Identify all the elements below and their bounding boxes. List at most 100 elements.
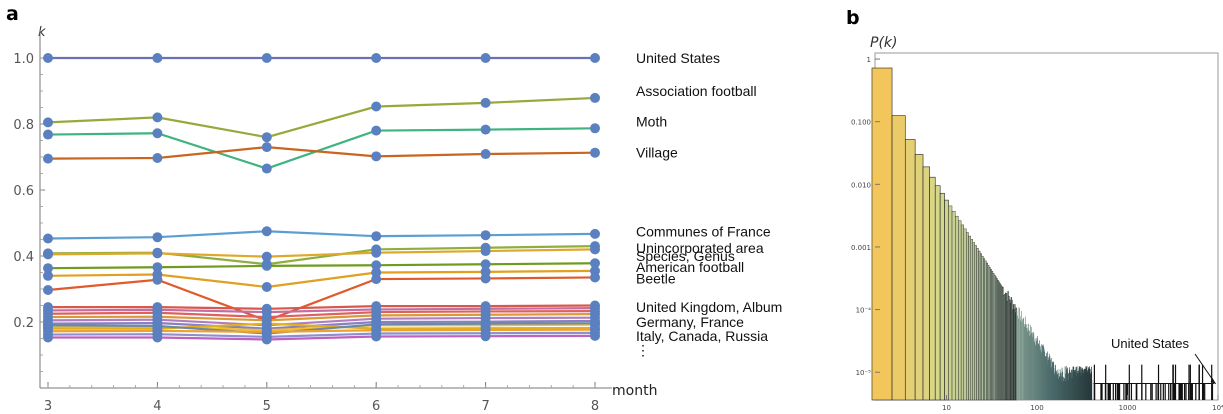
histogram-bar (922, 166, 930, 401)
histogram-bar (1037, 336, 1038, 400)
panel-a-ylabel: k (38, 25, 46, 40)
series-line-14 (47, 316, 596, 327)
histogram-bar (929, 176, 936, 401)
histogram-bar (966, 232, 969, 401)
histogram-bar (1201, 364, 1204, 400)
histogram-bar (986, 262, 988, 401)
series-line-9 (47, 276, 596, 322)
histogram-bar (1123, 383, 1125, 400)
histogram-bar (1040, 344, 1042, 400)
series-9-point (43, 284, 53, 295)
series-2-point (590, 123, 600, 134)
histogram-bar (1028, 330, 1030, 400)
histogram-bar (1127, 383, 1129, 400)
series-6-point (152, 248, 163, 259)
histogram-bar (1160, 383, 1162, 400)
series-2-point (480, 124, 491, 135)
panel-a-x-tick-label: 3 (44, 399, 52, 414)
histogram-bar (1029, 325, 1031, 400)
histogram-bar (1108, 383, 1110, 400)
histogram-bar (1211, 383, 1214, 400)
series-line-7 (47, 262, 596, 270)
histogram-bar (960, 224, 964, 401)
panel-a-x-tick-label: 4 (153, 399, 161, 414)
histogram-bar (1025, 324, 1027, 400)
histogram-bar (1114, 383, 1117, 400)
panel-a-xlabel: month (612, 383, 657, 399)
series-1-point (43, 117, 53, 128)
series-9-point (152, 274, 163, 285)
histogram-bar (1026, 324, 1028, 400)
panel-a-y-tick-label: 0.2 (13, 316, 34, 331)
histogram-bar (1157, 364, 1160, 400)
histogram-bar (1116, 383, 1118, 400)
series-6-point (371, 247, 382, 258)
histogram-bar (1035, 346, 1037, 400)
series-0-point (480, 53, 491, 63)
histogram-bar (1034, 341, 1036, 400)
histogram-bar (1016, 309, 1018, 400)
series-label: ⋮ (636, 342, 650, 358)
series-0-point (371, 53, 382, 63)
histogram-bar (1125, 383, 1127, 400)
histogram-bar (1101, 383, 1103, 400)
histogram-bar (1130, 383, 1133, 400)
series-21-point (480, 331, 491, 342)
histogram-bar (1135, 383, 1137, 400)
histogram-bar (1100, 383, 1102, 400)
histogram-bar (891, 115, 906, 401)
histogram-bar (1040, 350, 1042, 400)
histogram-bar (1151, 383, 1153, 400)
series-1-point (261, 132, 272, 143)
histogram-bar (1109, 383, 1111, 400)
series-21-point (590, 330, 600, 341)
series-8-point (43, 270, 53, 281)
histogram-bar (1168, 383, 1170, 400)
histogram-bar (951, 211, 956, 401)
series-4-point (590, 228, 600, 239)
panel-a-y-tick-label: 0.4 (13, 250, 34, 265)
histogram-bar (1118, 383, 1121, 400)
histogram-bar (1027, 328, 1028, 400)
histogram-bar (1020, 316, 1022, 400)
histogram-bar (1093, 383, 1095, 400)
histogram-bar (1031, 337, 1033, 400)
series-line-20 (47, 331, 596, 338)
series-3-point (590, 147, 600, 158)
series-label: Beetle (636, 270, 676, 286)
histogram-bar (1170, 383, 1172, 400)
histogram-bar (1164, 383, 1166, 400)
series-line-13 (47, 312, 596, 322)
series-7-point (261, 260, 272, 271)
histogram-bar (1022, 318, 1024, 400)
histogram-bar (1105, 364, 1107, 400)
histogram-bar (934, 185, 941, 401)
panel-b-x-tick-label: 10 (942, 404, 951, 412)
histogram-bar (963, 228, 967, 401)
histogram-bar (1189, 364, 1191, 400)
histogram-bar (981, 255, 984, 401)
series-label: United Kingdom, Album (636, 299, 782, 315)
series-4-point (43, 233, 53, 244)
histogram-bar (1091, 380, 1093, 400)
series-label: Association football (636, 83, 757, 99)
histogram-bar (984, 260, 987, 401)
histogram-bar (1022, 319, 1023, 400)
histogram-bar (939, 192, 945, 401)
panel-a-line-chart: 0.2 0.4 0.6 0.8 1.0 3 4 5 6 7 8 United States Associ… (13, 30, 782, 414)
histogram-bar (914, 154, 924, 401)
series-line-12 (47, 310, 596, 319)
histogram-bar (1188, 383, 1190, 400)
series-1-point (371, 101, 382, 112)
series-7-point (152, 262, 163, 273)
histogram-bar (974, 245, 977, 401)
series-label: American football (636, 259, 744, 275)
histogram-bar (958, 220, 962, 401)
histogram-bar (1027, 331, 1029, 400)
histogram-bar (1019, 307, 1020, 400)
series-1-point (590, 92, 600, 103)
series-21-point (371, 331, 382, 342)
histogram-bar (1041, 353, 1042, 400)
series-label: Italy, Canada, Russia (636, 328, 768, 344)
